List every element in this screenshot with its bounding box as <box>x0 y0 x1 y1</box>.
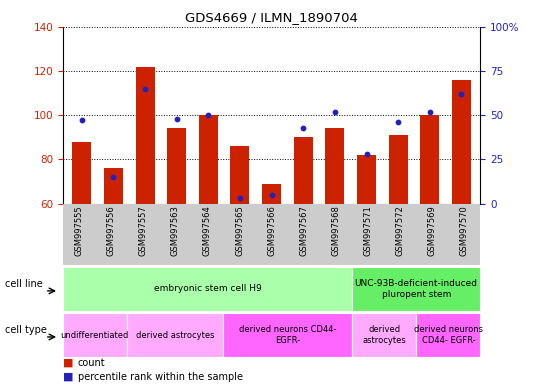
Text: count: count <box>78 358 105 368</box>
Text: GSM997571: GSM997571 <box>364 205 372 256</box>
Point <box>425 109 434 115</box>
Bar <box>262 184 281 204</box>
Text: derived
astrocytes: derived astrocytes <box>362 325 406 345</box>
Bar <box>420 115 440 204</box>
Bar <box>389 135 408 204</box>
Bar <box>135 67 155 204</box>
Text: UNC-93B-deficient-induced
pluropent stem: UNC-93B-deficient-induced pluropent stem <box>355 279 478 299</box>
Text: GSM997556: GSM997556 <box>106 205 116 256</box>
Text: GSM997567: GSM997567 <box>299 205 308 256</box>
Text: GSM997572: GSM997572 <box>396 205 405 256</box>
Point <box>268 192 276 198</box>
Bar <box>452 80 471 204</box>
Text: undifferentiated: undifferentiated <box>61 331 129 339</box>
Text: derived neurons CD44-
EGFR-: derived neurons CD44- EGFR- <box>239 325 336 345</box>
Bar <box>72 142 91 204</box>
Bar <box>104 168 123 204</box>
Text: percentile rank within the sample: percentile rank within the sample <box>78 372 242 382</box>
Text: GSM997566: GSM997566 <box>267 205 276 256</box>
Bar <box>199 115 218 204</box>
Text: cell type: cell type <box>5 325 48 336</box>
Bar <box>230 146 250 204</box>
Bar <box>167 128 186 204</box>
Text: GSM997569: GSM997569 <box>428 205 437 256</box>
Point <box>173 116 181 122</box>
Text: derived neurons
CD44- EGFR-: derived neurons CD44- EGFR- <box>414 325 483 345</box>
Point <box>299 124 307 131</box>
Point <box>457 91 466 97</box>
Bar <box>325 128 345 204</box>
Text: GSM997565: GSM997565 <box>235 205 244 256</box>
Point <box>109 174 118 180</box>
Text: GSM997570: GSM997570 <box>460 205 469 256</box>
Text: GSM997555: GSM997555 <box>74 205 84 256</box>
Point <box>362 151 371 157</box>
Text: embryonic stem cell H9: embryonic stem cell H9 <box>153 285 261 293</box>
Text: GSM997557: GSM997557 <box>139 205 147 256</box>
Text: derived astrocytes: derived astrocytes <box>136 331 215 339</box>
Bar <box>357 155 376 204</box>
Text: ■: ■ <box>63 358 73 368</box>
Title: GDS4669 / ILMN_1890704: GDS4669 / ILMN_1890704 <box>185 11 358 24</box>
Text: GSM997568: GSM997568 <box>331 205 340 256</box>
Point <box>204 112 213 118</box>
Point <box>330 109 339 115</box>
Text: GSM997564: GSM997564 <box>203 205 212 256</box>
Text: ■: ■ <box>63 372 73 382</box>
Point <box>141 86 150 92</box>
Text: cell line: cell line <box>5 279 43 290</box>
Bar <box>294 137 313 204</box>
Point <box>394 119 402 125</box>
Text: GSM997563: GSM997563 <box>171 205 180 256</box>
Point <box>236 195 245 201</box>
Point <box>78 118 86 124</box>
